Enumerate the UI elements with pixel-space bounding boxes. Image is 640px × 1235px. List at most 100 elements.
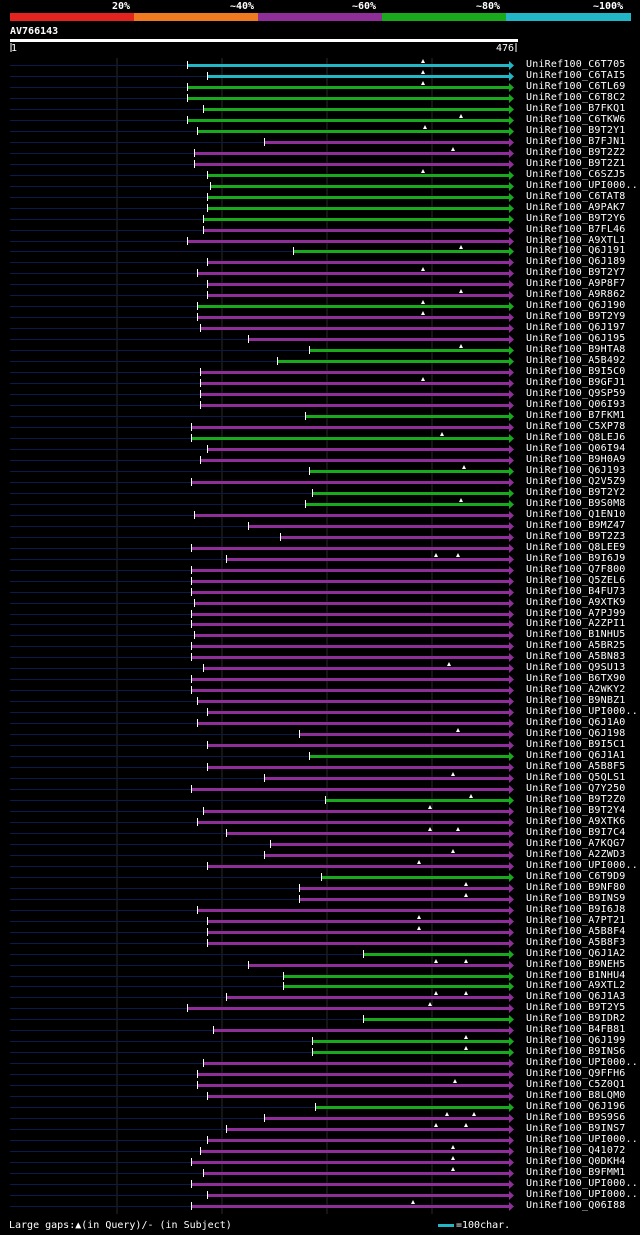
hit-link[interactable]: UniRef100_B9S9S6 (526, 1112, 626, 1123)
hit-link[interactable]: UniRef100_Q7Y250 (526, 783, 626, 794)
hit-link[interactable]: UniRef100_B9T2Z0 (526, 794, 626, 805)
hit-link[interactable]: UniRef100_Q0DKH4 (526, 1156, 626, 1167)
hit-link[interactable]: UniRef100_Q8LEE9 (526, 542, 626, 553)
hit-link[interactable]: UniRef100_B9I6J9 (526, 553, 626, 564)
hit-link[interactable]: UniRef100_B9H0A9 (526, 454, 626, 465)
hit-link[interactable]: UniRef100_A9XTK9 (526, 597, 626, 608)
hit-link[interactable]: UniRef100_Q6J1A3 (526, 991, 626, 1002)
hit-link[interactable]: UniRef100_B9T2Y1 (526, 125, 626, 136)
hit-link[interactable]: UniRef100_UPI000.. (526, 1189, 638, 1200)
hit-link[interactable]: UniRef100_Q6J190 (526, 300, 626, 311)
hit-link[interactable]: UniRef100_B9S0M8 (526, 498, 626, 509)
hit-link[interactable]: UniRef100_B9T2Y6 (526, 213, 626, 224)
hit-link[interactable]: UniRef100_B7FKQ1 (526, 103, 626, 114)
hit-link[interactable]: UniRef100_UPI000.. (526, 180, 638, 191)
hit-link[interactable]: UniRef100_B9I5C0 (526, 366, 626, 377)
hit-link[interactable]: UniRef100_C6T9D9 (526, 871, 626, 882)
hit-link[interactable]: UniRef100_Q6J193 (526, 465, 626, 476)
hit-link[interactable]: UniRef100_A2ZWD3 (526, 849, 626, 860)
hit-link[interactable]: UniRef100_B9T2Y9 (526, 311, 626, 322)
hit-link[interactable]: UniRef100_A5BR25 (526, 640, 626, 651)
hit-link[interactable]: UniRef100_C6TAT8 (526, 191, 626, 202)
hit-link[interactable]: UniRef100_C6TL69 (526, 81, 626, 92)
hit-link[interactable]: UniRef100_C6TKW6 (526, 114, 626, 125)
hit-link[interactable]: UniRef100_Q9SP59 (526, 388, 626, 399)
hit-link[interactable]: UniRef100_Q6J191 (526, 245, 626, 256)
hit-link[interactable]: UniRef100_A9XTK6 (526, 816, 626, 827)
hit-link[interactable]: UniRef100_UPI000.. (526, 1134, 638, 1145)
hit-link[interactable]: UniRef100_B7FKM1 (526, 410, 626, 421)
hit-link[interactable]: UniRef100_Q6J195 (526, 333, 626, 344)
hit-link[interactable]: UniRef100_Q2V5Z9 (526, 476, 626, 487)
hit-link[interactable]: UniRef100_B9INS7 (526, 1123, 626, 1134)
hit-link[interactable]: UniRef100_B4FB81 (526, 1024, 626, 1035)
hit-link[interactable]: UniRef100_UPI000.. (526, 1057, 638, 1068)
hit-link[interactable]: UniRef100_B9GFJ1 (526, 377, 626, 388)
hit-link[interactable]: UniRef100_A5BN83 (526, 651, 626, 662)
hit-link[interactable]: UniRef100_Q6J198 (526, 728, 626, 739)
hit-link[interactable]: UniRef100_A5B8F5 (526, 761, 626, 772)
hit-link[interactable]: UniRef100_Q06I93 (526, 399, 626, 410)
hit-link[interactable]: UniRef100_A2ZPI1 (526, 618, 626, 629)
hit-link[interactable]: UniRef100_A9R862 (526, 289, 626, 300)
hit-link[interactable]: UniRef100_B9INS6 (526, 1046, 626, 1057)
hit-link[interactable]: UniRef100_Q5ZEL6 (526, 575, 626, 586)
hit-link[interactable]: UniRef100_Q6J196 (526, 1101, 626, 1112)
hit-link[interactable]: UniRef100_C5XP78 (526, 421, 626, 432)
hit-link[interactable]: UniRef100_A9P8F7 (526, 278, 626, 289)
hit-link[interactable]: UniRef100_A7KQG7 (526, 838, 626, 849)
hit-link[interactable]: UniRef100_Q6J199 (526, 1035, 626, 1046)
hit-link[interactable]: UniRef100_B9T2Z2 (526, 147, 626, 158)
hit-link[interactable]: UniRef100_Q06I88 (526, 1200, 626, 1211)
hit-link[interactable]: UniRef100_B9MZ47 (526, 520, 626, 531)
hit-link[interactable]: UniRef100_B9T2Z1 (526, 158, 626, 169)
hit-link[interactable]: UniRef100_Q8LEJ6 (526, 432, 626, 443)
hit-link[interactable]: UniRef100_A7PJ99 (526, 608, 626, 619)
hit-link[interactable]: UniRef100_B9T2Y2 (526, 487, 626, 498)
hit-link[interactable]: UniRef100_B9FMM1 (526, 1167, 626, 1178)
hit-link[interactable]: UniRef100_C6SZJ5 (526, 169, 626, 180)
hit-link[interactable]: UniRef100_B9INS9 (526, 893, 626, 904)
hit-link[interactable]: UniRef100_B9T2Y5 (526, 1002, 626, 1013)
hit-link[interactable]: UniRef100_Q1EN10 (526, 509, 626, 520)
hit-link[interactable]: UniRef100_A7PT21 (526, 915, 626, 926)
hit-link[interactable]: UniRef100_B9NEH5 (526, 959, 626, 970)
hit-link[interactable]: UniRef100_B9I6J8 (526, 904, 626, 915)
hit-link[interactable]: UniRef100_UPI000.. (526, 860, 638, 871)
hit-link[interactable]: UniRef100_Q9SU13 (526, 662, 626, 673)
hit-link[interactable]: UniRef100_B9T2Y7 (526, 267, 626, 278)
hit-link[interactable]: UniRef100_B9I5C1 (526, 739, 626, 750)
hit-link[interactable]: UniRef100_C5Z0Q1 (526, 1079, 626, 1090)
hit-link[interactable]: UniRef100_A2WKY2 (526, 684, 626, 695)
hit-link[interactable]: UniRef100_B9T2Y4 (526, 805, 626, 816)
hit-link[interactable]: UniRef100_B9NBZ1 (526, 695, 626, 706)
hit-link[interactable]: UniRef100_Q6J1A0 (526, 717, 626, 728)
hit-link[interactable]: UniRef100_A5B8F4 (526, 926, 626, 937)
hit-link[interactable]: UniRef100_Q6J1A1 (526, 750, 626, 761)
hit-link[interactable]: UniRef100_C6T8C2 (526, 92, 626, 103)
hit-link[interactable]: UniRef100_A5B492 (526, 355, 626, 366)
hit-link[interactable]: UniRef100_B1NHU4 (526, 970, 626, 981)
hit-link[interactable]: UniRef100_B9I7C4 (526, 827, 626, 838)
hit-link[interactable]: UniRef100_A9PAK7 (526, 202, 626, 213)
hit-link[interactable]: UniRef100_Q41072 (526, 1145, 626, 1156)
hit-link[interactable]: UniRef100_Q6J189 (526, 256, 626, 267)
hit-link[interactable]: UniRef100_B4FU73 (526, 586, 626, 597)
hit-link[interactable]: UniRef100_B7FJN1 (526, 136, 626, 147)
hit-link[interactable]: UniRef100_UPI000.. (526, 706, 638, 717)
hit-link[interactable]: UniRef100_B9IDR2 (526, 1013, 626, 1024)
hit-link[interactable]: UniRef100_C6TAI5 (526, 70, 626, 81)
hit-link[interactable]: UniRef100_Q6J1A2 (526, 948, 626, 959)
hit-link[interactable]: UniRef100_Q7F800 (526, 564, 626, 575)
hit-link[interactable]: UniRef100_A9XTL1 (526, 235, 626, 246)
hit-link[interactable]: UniRef100_B9T2Z3 (526, 531, 626, 542)
hit-link[interactable]: UniRef100_B7FL46 (526, 224, 626, 235)
hit-link[interactable]: UniRef100_Q9FFH6 (526, 1068, 626, 1079)
hit-link[interactable]: UniRef100_A9XTL2 (526, 980, 626, 991)
hit-link[interactable]: UniRef100_B8LQM0 (526, 1090, 626, 1101)
hit-link[interactable]: UniRef100_B1NHU5 (526, 629, 626, 640)
hit-link[interactable]: UniRef100_B6TX90 (526, 673, 626, 684)
hit-link[interactable]: UniRef100_B9HTA8 (526, 344, 626, 355)
hit-link[interactable]: UniRef100_Q5QLS1 (526, 772, 626, 783)
hit-link[interactable]: UniRef100_C6T705 (526, 59, 626, 70)
